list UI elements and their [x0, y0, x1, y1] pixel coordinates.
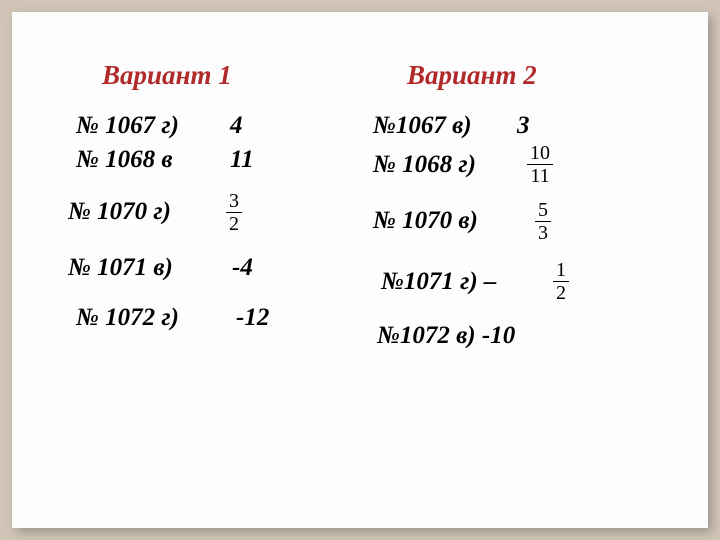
row-label: № 1070 г) — [68, 196, 224, 227]
fraction: 12 — [553, 260, 569, 303]
fraction: 53 — [535, 200, 551, 243]
fraction-denominator: 3 — [535, 222, 551, 243]
row-label: № 1070 в) — [373, 205, 533, 236]
row-value: -4 — [232, 252, 253, 283]
row-label: № 1067 г) — [76, 110, 230, 141]
row-value: 3 — [517, 110, 530, 141]
row-label: № 1071 в) — [68, 252, 232, 283]
answer-row: № 1067 г)4 — [68, 109, 373, 143]
right-rows: №1067 в)3№ 1068 г)1011№ 1070 в)53№1071 г… — [373, 109, 678, 353]
answer-row: № 1072 г)-12 — [68, 301, 373, 335]
left-column: Вариант 1 № 1067 г)4№ 1068 в11№ 1070 г)3… — [42, 60, 373, 353]
fraction-denominator: 2 — [226, 213, 242, 234]
answer-row: № 1070 в)53 — [373, 196, 678, 246]
row-label: №1071 г) – — [381, 266, 551, 297]
slide-card: Вариант 1 № 1067 г)4№ 1068 в11№ 1070 г)3… — [12, 12, 708, 528]
left-rows: № 1067 г)4№ 1068 в11№ 1070 г)32№ 1071 в)… — [68, 109, 373, 335]
columns-container: Вариант 1 № 1067 г)4№ 1068 в11№ 1070 г)3… — [42, 60, 678, 353]
fraction-numerator: 5 — [535, 200, 551, 222]
left-heading: Вариант 1 — [68, 60, 373, 91]
answer-row: №1071 г) –12 — [373, 260, 678, 303]
fraction-numerator: 3 — [226, 191, 242, 213]
fraction-denominator: 2 — [553, 282, 569, 303]
fraction: 32 — [226, 191, 242, 234]
row-value: -12 — [236, 302, 269, 333]
answer-row: № 1068 г)1011 — [373, 143, 678, 186]
answer-row: № 1068 в11 — [68, 143, 373, 177]
row-value: 11 — [230, 144, 254, 175]
answer-row: № 1070 г)32 — [68, 187, 373, 237]
fraction: 1011 — [527, 143, 553, 186]
row-value: 4 — [230, 110, 243, 141]
answer-row: № 1071 в)-4 — [68, 251, 373, 285]
row-label: №1072 в) -10 — [377, 320, 577, 351]
answer-row: №1067 в)3 — [373, 109, 678, 143]
answer-row: №1072 в) -10 — [373, 319, 678, 353]
row-label: № 1072 г) — [76, 302, 236, 333]
right-column: Вариант 2 №1067 в)3№ 1068 г)1011№ 1070 в… — [373, 60, 678, 353]
fraction-denominator: 11 — [527, 165, 553, 186]
row-label: №1067 в) — [373, 110, 517, 141]
fraction-numerator: 1 — [553, 260, 569, 282]
row-label: № 1068 в — [76, 144, 230, 175]
fraction-numerator: 10 — [527, 143, 553, 165]
right-heading: Вариант 2 — [373, 60, 678, 91]
row-label: № 1068 г) — [373, 149, 525, 180]
